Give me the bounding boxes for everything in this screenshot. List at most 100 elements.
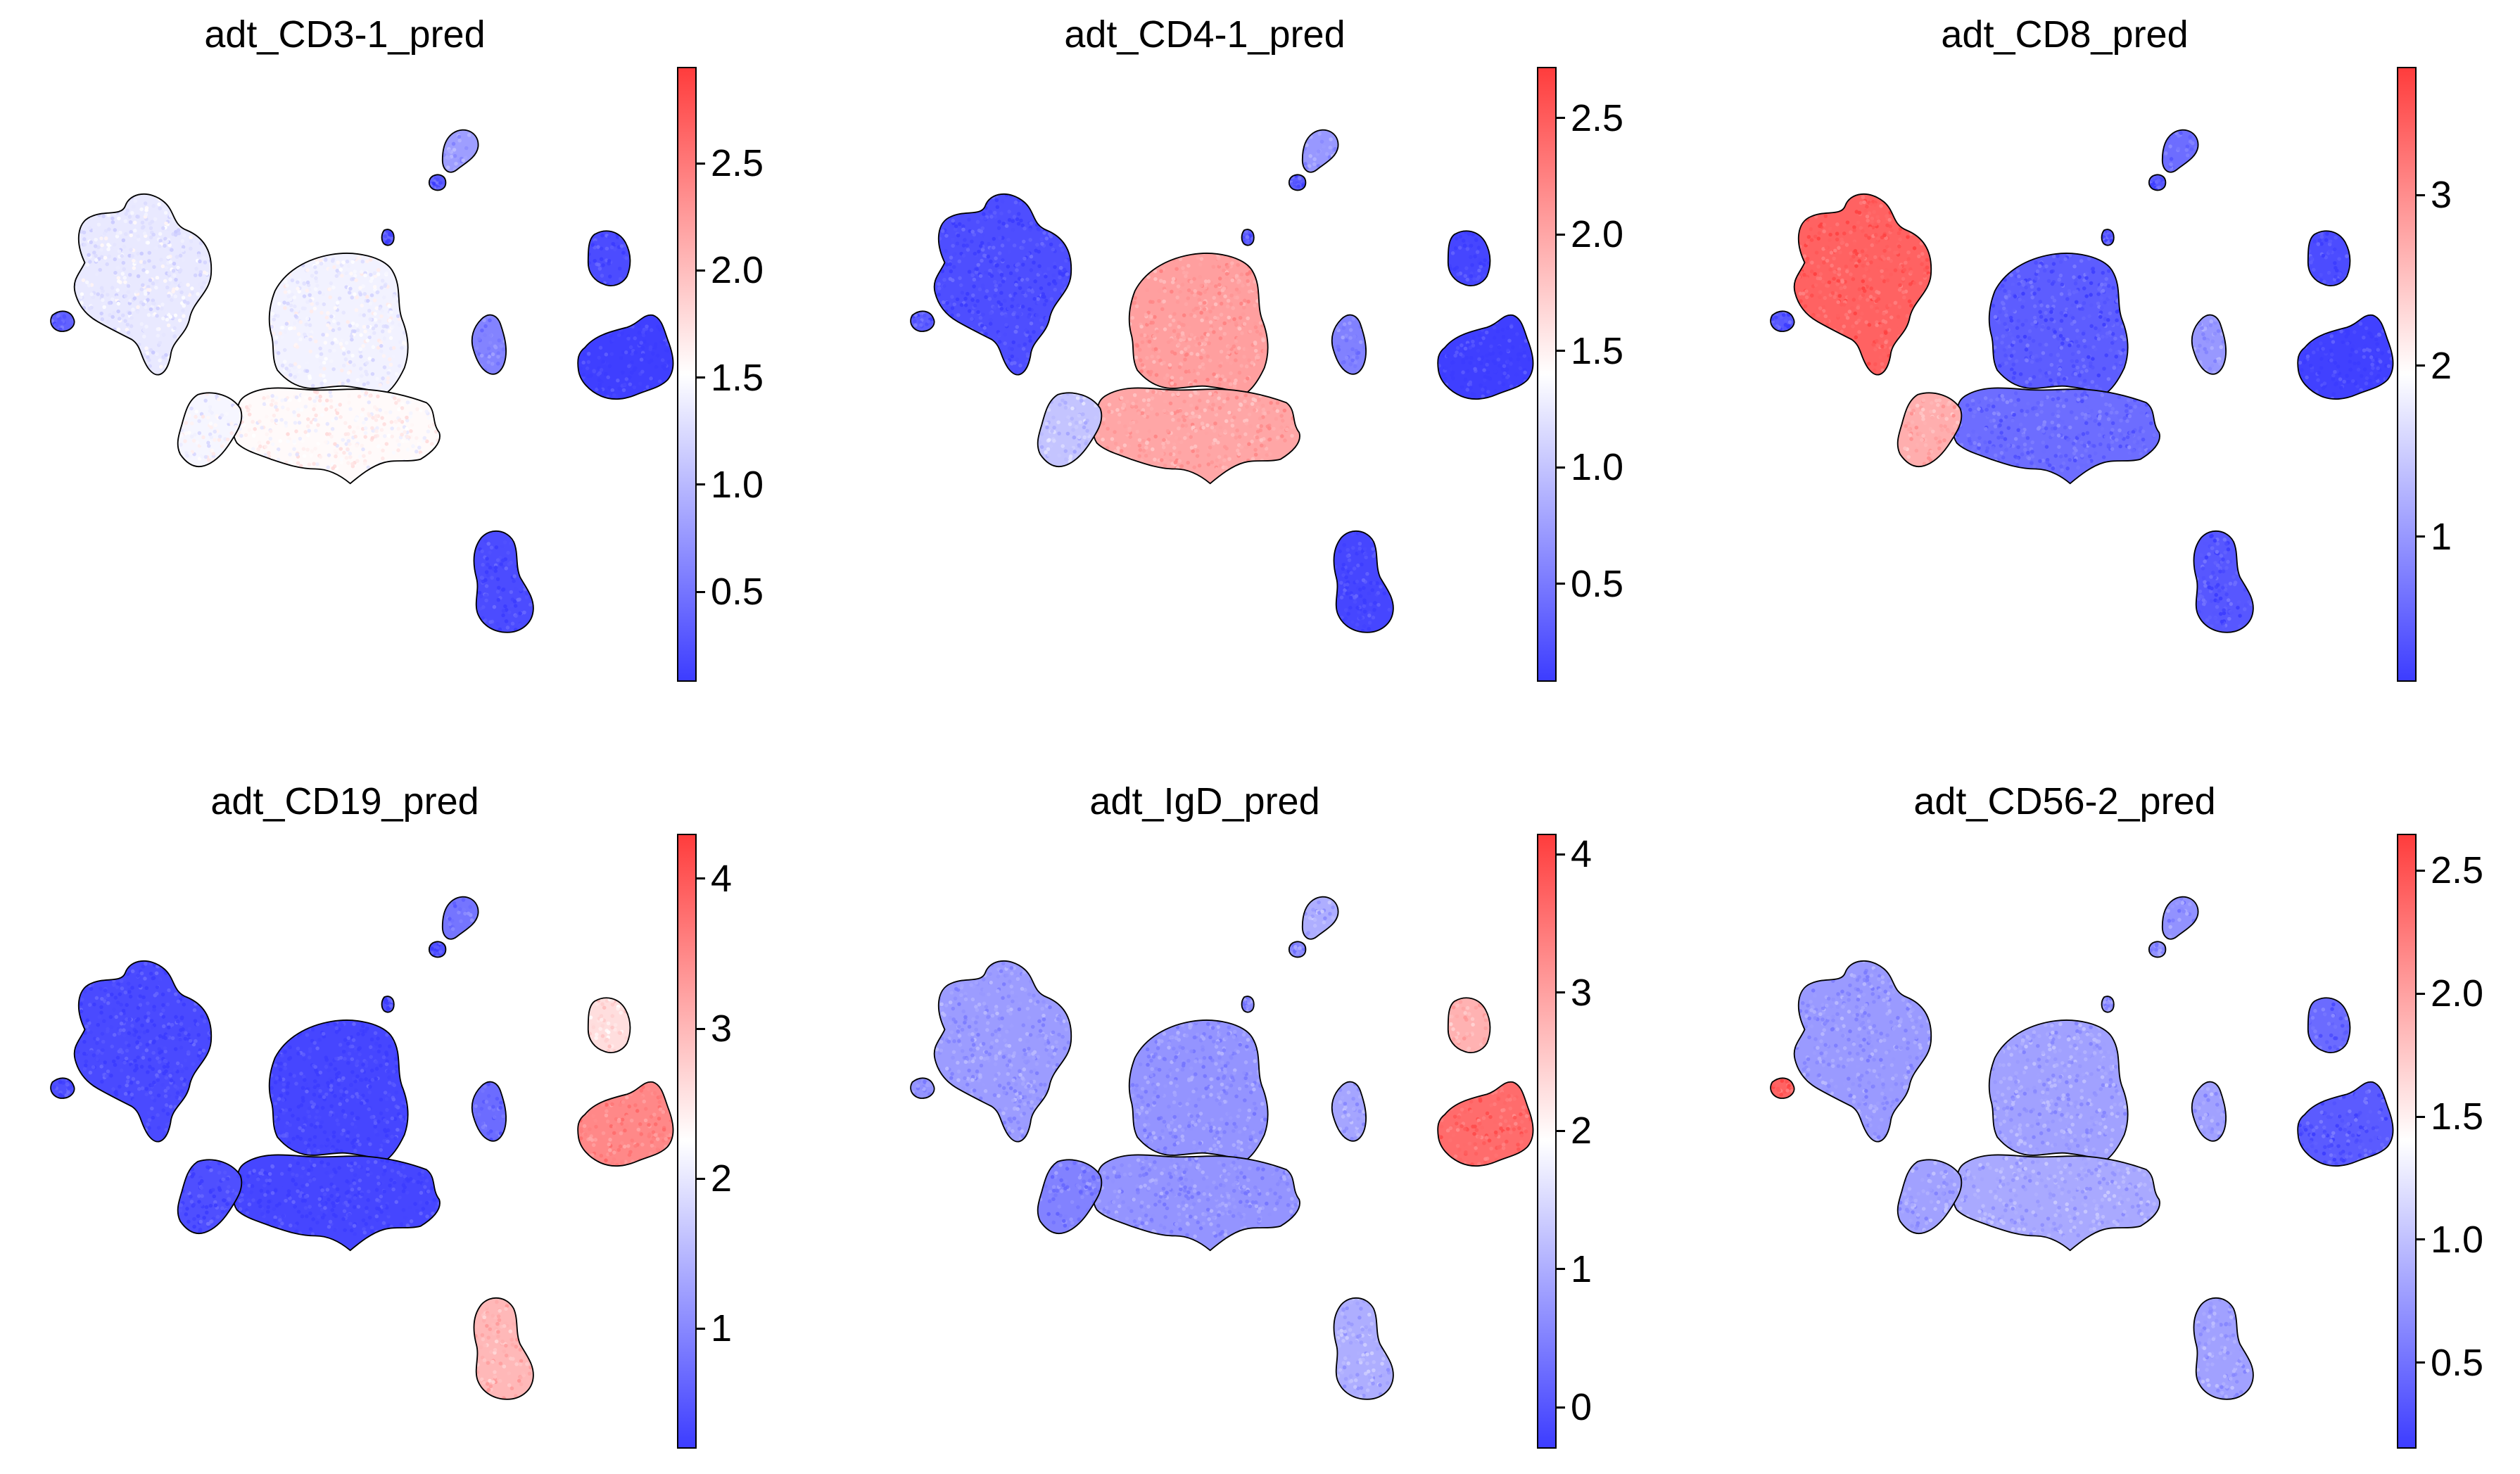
cell-point [645,385,650,389]
cell-point [937,281,941,286]
cell-point [1345,348,1350,353]
cell-point [936,263,940,268]
cell-point [1008,374,1012,375]
cell-point [590,331,595,336]
cluster-B2 [232,387,441,485]
cell-point [1461,239,1466,243]
cell-point [1260,403,1265,408]
cell-point [186,431,191,435]
cell-point [977,348,982,352]
cell-point [1247,412,1252,417]
cell-point [630,352,634,356]
cell-point [1372,581,1376,585]
cell-point [1032,205,1037,209]
cell-point [316,423,320,427]
cell-point [1482,368,1486,372]
cell-point [1818,306,1823,310]
cell-point [274,407,279,412]
cell-point [198,281,203,286]
cell-point [1015,268,1019,272]
cell-point [332,265,336,269]
cell-point [1219,431,1223,436]
cell-point [1219,301,1224,306]
cell-point [1469,322,1474,326]
cell-point [1057,453,1061,458]
cell-point [1195,454,1200,458]
cell-point [1789,271,1793,275]
cell-point [414,450,419,454]
cell-point [968,341,973,345]
cell-point [1045,425,1049,430]
cell-point [102,333,107,338]
umap-plot [910,129,1534,633]
cell-point [1443,366,1448,371]
cell-point [1113,430,1117,434]
cell-point [1227,315,1231,320]
cell-point [74,260,75,265]
cell-point [654,364,659,369]
cell-point [1855,348,1859,352]
cell-point [1847,310,1852,314]
cell-point [1476,246,1481,250]
cell-point [1270,316,1274,320]
cell-point [506,550,510,555]
cell-point [1515,332,1519,336]
cell-point [667,360,671,364]
cell-point [479,609,484,614]
cell-point [1046,447,1051,452]
cell-point [270,324,274,329]
cell-point [1013,273,1017,278]
cell-point [1171,333,1176,338]
cell-point [174,233,178,237]
cell-point [1025,352,1030,356]
cell-point [1930,307,1932,312]
cell-point [338,248,343,252]
cell-point [329,315,334,319]
cell-point [1222,378,1227,382]
cell-point [1016,212,1021,216]
cell-point [1837,246,1841,250]
cell-point [360,374,364,379]
cell-point [1246,299,1250,304]
cell-point [976,310,980,315]
cell-point [199,227,203,231]
cell-point [992,372,996,375]
cell-point [1828,238,1832,243]
cell-point [639,357,644,362]
cell-point [1057,339,1061,343]
cell-point [1821,256,1825,261]
cell-point [1463,377,1468,382]
cell-point [1302,141,1305,145]
cell-point [121,260,126,265]
cell-point [1162,360,1166,365]
cell-point [653,345,657,350]
cell-point [1224,276,1229,281]
cell-point [158,231,163,236]
cell-point [171,289,175,294]
cell-point [167,243,172,248]
cell-point [1200,335,1204,340]
cell-point [452,148,457,152]
cell-point [1355,579,1360,584]
cell-point [1501,334,1506,339]
cell-point [1000,199,1005,203]
cell-point [2072,275,2076,279]
cell-point [372,284,377,289]
cell-point [1935,262,1939,266]
cell-point [1168,401,1173,406]
cell-point [341,363,346,368]
cell-point [523,576,527,580]
cell-point [156,333,160,338]
cell-point [992,236,996,241]
cell-point [652,390,657,395]
cell-point [298,369,302,374]
cell-point [1919,241,1924,246]
cell-point [99,236,103,241]
cell-point [1469,386,1473,390]
cell-point [176,265,180,270]
cell-point [1794,302,1795,306]
cell-point [1156,355,1160,360]
cell-point [179,443,183,447]
cell-point [1175,295,1179,300]
cell-point [328,326,332,331]
